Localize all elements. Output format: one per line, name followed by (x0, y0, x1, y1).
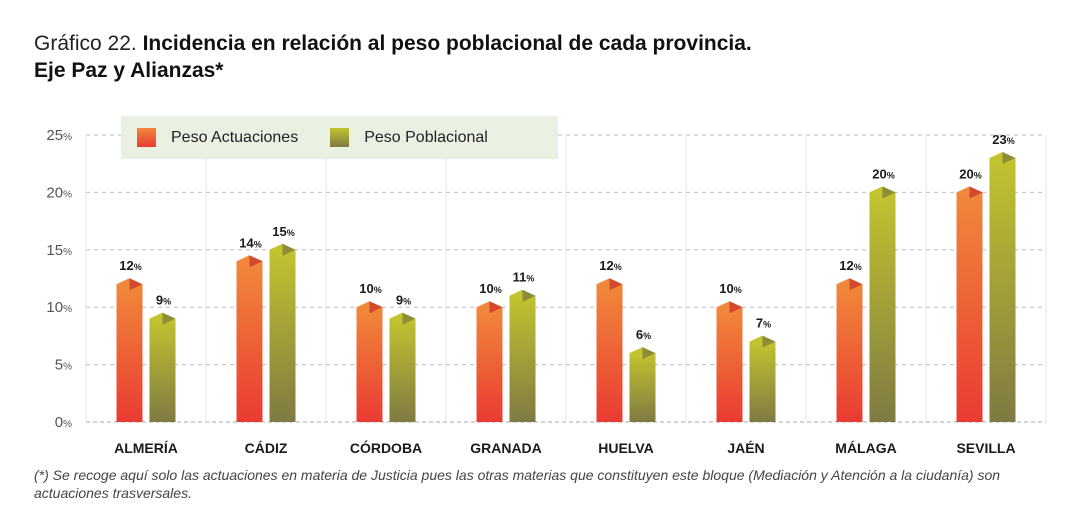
bar-actuaciones (476, 307, 503, 422)
bar-actuaciones (596, 284, 623, 422)
chart-title: Gráfico 22. Incidencia en relación al pe… (34, 30, 752, 84)
bar-cap-left (269, 243, 283, 256)
data-label-actuaciones: 10% (719, 281, 741, 296)
y-tick-label: 10% (46, 299, 72, 316)
x-category-label: GRANADA (470, 440, 542, 456)
bar-cap-left (476, 301, 490, 314)
data-label-actuaciones: 20% (959, 166, 981, 181)
bar-cap-left (356, 301, 370, 314)
bar-cap-left (989, 151, 1003, 164)
data-label-poblacional: 15% (272, 224, 294, 239)
bar-cap-right (162, 312, 176, 325)
bar-cap-right (882, 186, 896, 199)
data-label-poblacional: 20% (872, 166, 894, 181)
data-label-actuaciones: 14% (239, 235, 261, 250)
bar-actuaciones (236, 261, 263, 422)
legend-swatch-actuaciones (137, 128, 156, 147)
data-label-poblacional: 9% (396, 293, 411, 308)
x-axis-categories: ALMERÍA CÁDIZ CÓRDOBA GRANADA HUELVA JAÉN MÁLA… (114, 439, 1015, 456)
bar-cap-left (749, 335, 763, 348)
bar-cap-left (956, 186, 970, 199)
y-tick-label: 20% (46, 184, 72, 201)
x-category-label: JAÉN (727, 440, 764, 456)
title-line-1: Gráfico 22. Incidencia en relación al pe… (34, 30, 752, 57)
x-category-label: ALMERÍA (114, 440, 178, 456)
x-category-label: MÁLAGA (835, 440, 896, 456)
x-category-label: CÁDIZ (245, 440, 288, 456)
title-prefix: Gráfico 22. (34, 32, 137, 55)
bar-cap-right (129, 278, 143, 291)
bar-cap-left (236, 255, 250, 268)
legend-label-poblacional: Peso Poblacional (364, 128, 488, 146)
bar-cap-right (642, 347, 656, 360)
bar-actuaciones (356, 307, 383, 422)
data-label-poblacional: 23% (992, 132, 1014, 147)
bar-poblacional (149, 318, 176, 422)
bar-cap-right (729, 301, 743, 314)
bar-cap-left (149, 312, 163, 325)
title-main: Incidencia en relación al peso poblacion… (142, 32, 752, 55)
bar-cap-right (249, 255, 263, 268)
y-tick-label: 0% (55, 414, 72, 431)
bar-cap-right (369, 301, 383, 314)
bar-cap-right (762, 335, 776, 348)
bar-actuaciones (116, 284, 143, 422)
bar-poblacional (389, 318, 416, 422)
bar-poblacional (749, 341, 776, 422)
data-label-poblacional: 7% (756, 316, 771, 331)
bar-cap-right (1002, 151, 1016, 164)
bar-cap-left (716, 301, 730, 314)
legend-item-actuaciones: Peso Actuaciones (137, 128, 298, 147)
footnote: (*) Se recoge aquí solo las actuaciones … (34, 467, 1001, 501)
y-tick-label: 25% (46, 127, 72, 144)
bar-cap-left (836, 278, 850, 291)
bar-cap-left (509, 289, 523, 302)
data-label-actuaciones: 12% (119, 258, 141, 273)
bar-poblacional (269, 249, 296, 422)
bar-poblacional (989, 157, 1016, 422)
bar-cap-right (849, 278, 863, 291)
bar-actuaciones (716, 307, 743, 422)
bar-actuaciones (956, 192, 983, 422)
x-category-label: SEVILLA (956, 440, 1015, 456)
data-label-actuaciones: 12% (599, 258, 621, 273)
bar-cap-right (282, 243, 296, 256)
title-line-2: Eje Paz y Alianzas* (34, 59, 224, 82)
bar-actuaciones (836, 284, 863, 422)
bar-cap-left (629, 347, 643, 360)
data-label-poblacional: 6% (636, 327, 651, 342)
data-label-actuaciones: 10% (359, 281, 381, 296)
y-tick-label: 15% (46, 242, 72, 259)
legend-item-poblacional: Peso Poblacional (330, 128, 488, 147)
data-label-poblacional: 11% (513, 270, 535, 285)
bar-cap-right (402, 312, 416, 325)
bar-poblacional (509, 295, 536, 422)
bar-cap-left (596, 278, 610, 291)
x-category-label: HUELVA (598, 440, 653, 456)
legend: Peso Actuaciones Peso Poblacional (121, 116, 558, 159)
bar-cap-right (609, 278, 623, 291)
bar-cap-right (489, 301, 503, 314)
legend-label-actuaciones: Peso Actuaciones (171, 128, 299, 146)
legend-swatch-poblacional (330, 128, 350, 147)
bar-cap-right (522, 289, 536, 302)
y-axis-ticks: 0% 5% 10% 15% 20% 25% (46, 127, 72, 431)
data-label-poblacional: 9% (156, 293, 171, 308)
bar-cap-left (869, 186, 883, 199)
bar-cap-left (389, 312, 403, 325)
bars: 12% 9% 14% 15% 10% 9% 10% 11% 12% 6% 10% 7% 12% 20% 20… (116, 132, 1016, 422)
bar-poblacional (869, 192, 896, 422)
data-label-actuaciones: 12% (839, 258, 861, 273)
data-label-actuaciones: 10% (479, 281, 501, 296)
x-category-label: CÓRDOBA (350, 439, 422, 456)
bar-cap-right (969, 186, 983, 199)
bar-cap-left (116, 278, 130, 291)
y-tick-label: 5% (55, 357, 72, 374)
grid-lines (85, 134, 1047, 423)
bar-poblacional (629, 353, 656, 422)
